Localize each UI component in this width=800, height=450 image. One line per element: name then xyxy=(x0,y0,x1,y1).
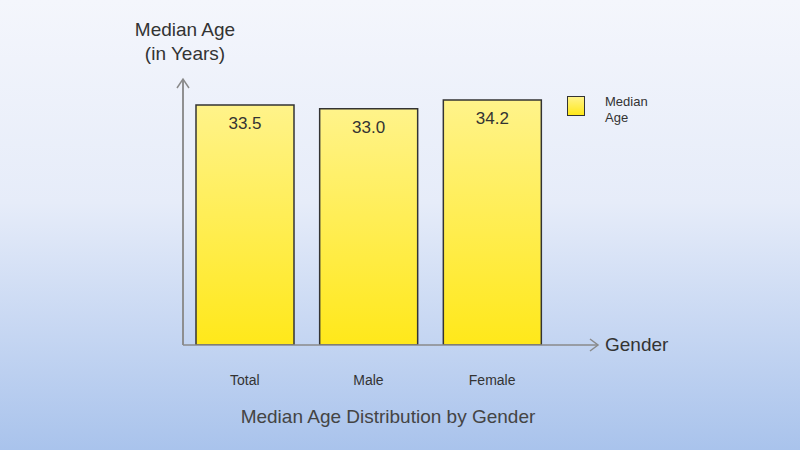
svg-text:33.5: 33.5 xyxy=(228,114,261,133)
svg-text:33.0: 33.0 xyxy=(352,118,385,137)
svg-text:34.2: 34.2 xyxy=(476,109,509,128)
svg-text:Female: Female xyxy=(469,372,516,388)
html-text:Median Age: Median Age xyxy=(134,19,236,40)
html-text:Gender: Gender xyxy=(605,334,669,355)
svg-text:Male: Male xyxy=(353,372,384,388)
html-text:Median Age Distribution by Gen: Median Age Distribution by Gender xyxy=(240,406,536,427)
svg-text:Total: Total xyxy=(230,372,260,388)
html-text:Median Age: Median Age xyxy=(605,94,648,125)
html-text:(in Years): (in Years) xyxy=(144,43,226,64)
